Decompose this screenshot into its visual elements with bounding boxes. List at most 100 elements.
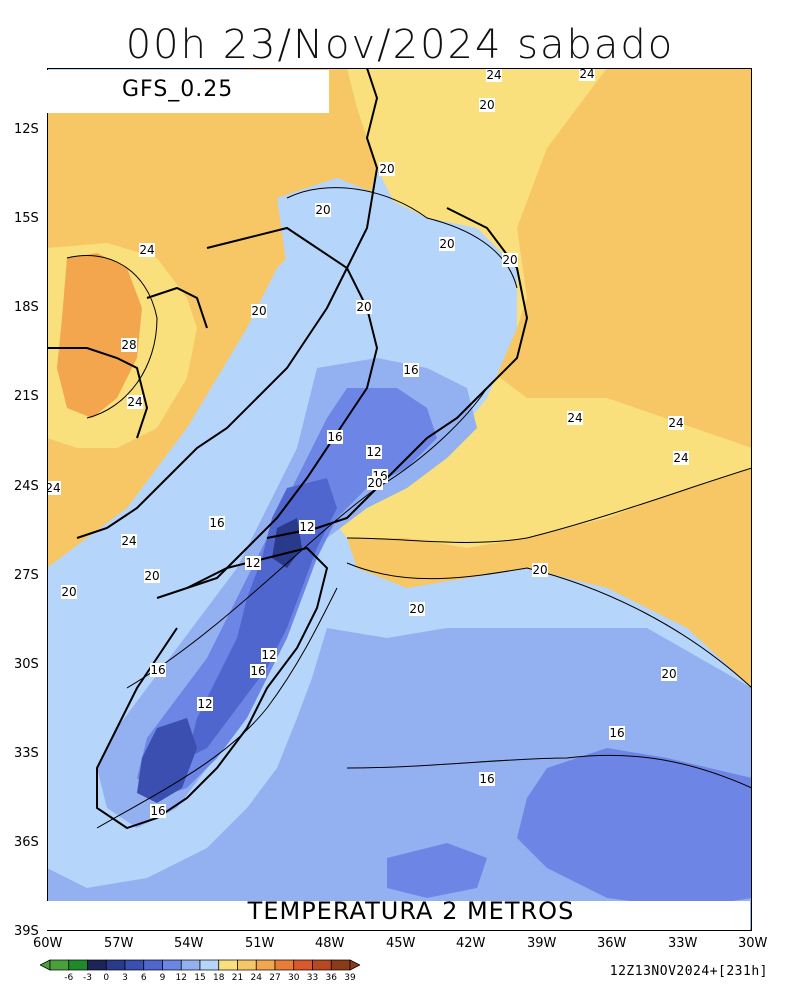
lat-label: 18S	[14, 300, 39, 315]
warm-band-orange-east	[347, 68, 752, 688]
contour-label-text: 20	[315, 203, 330, 217]
contour-label: 24	[567, 411, 583, 425]
contour-label: 16	[250, 664, 266, 678]
contour-label: 20	[439, 237, 455, 251]
contour-label-text: 16	[250, 664, 265, 678]
contour-label-text: 24	[47, 481, 61, 495]
contour-label: 20	[315, 203, 331, 217]
contour-label: 24	[139, 243, 155, 257]
contour-label-text: 16	[209, 516, 224, 530]
contour-label: 16	[479, 772, 495, 786]
contour-label: 16	[150, 663, 166, 677]
contour-label-text: 16	[609, 726, 624, 740]
colorbar-segment	[199, 959, 220, 971]
model-label-box	[47, 70, 329, 113]
contour-label-text: 16	[150, 663, 165, 677]
contour-label-text: 24	[567, 411, 582, 425]
colorbar-tick-label: -3	[83, 973, 92, 983]
contour-label: 24	[121, 534, 137, 548]
contour-label: 20	[144, 569, 160, 583]
lat-label: 15S	[14, 211, 39, 226]
model-run-info: 12Z13NOV2024+[231h]	[609, 964, 768, 979]
contour-label: 16	[403, 363, 419, 377]
colorbar-tick-label: 3	[122, 973, 128, 983]
colorbar-segment	[143, 959, 163, 971]
variable-title: TEMPERATURA 2 METROS	[247, 897, 575, 925]
lat-label: 12S	[14, 122, 39, 137]
model-label: GFS_0.25	[122, 77, 234, 102]
contour-label-text: 20	[502, 253, 517, 267]
contour-label: 24	[486, 68, 502, 82]
south-ocean-dark-2	[387, 843, 487, 898]
contour-label-text: 20	[479, 98, 494, 112]
variable-title-box	[47, 901, 750, 930]
contour-label-text: 20	[661, 667, 676, 681]
lat-label: 36S	[14, 835, 39, 850]
contour-label: 24	[673, 451, 689, 465]
lon-label: 39W	[527, 936, 557, 951]
political-borders	[47, 68, 529, 830]
colorbar-segment	[330, 959, 351, 971]
colorbar-tick-label: 6	[140, 973, 147, 983]
contour-label-text: 24	[673, 451, 688, 465]
south-ocean-dark	[517, 748, 752, 908]
lon-label: 57W	[104, 936, 134, 951]
lon-label: 33W	[668, 936, 698, 951]
contour-label-text: 24	[121, 534, 136, 548]
contour-label: 24	[47, 481, 61, 495]
colorbar-tick-label: 12	[175, 973, 187, 983]
colorbar-arrow-right	[349, 959, 360, 971]
contour-label: 28	[121, 338, 137, 352]
contour-label: 12	[261, 648, 277, 662]
colorbar-tick-label: 39	[344, 973, 356, 983]
contour-label-text: 16	[327, 430, 342, 444]
contour-label-text: 16	[403, 363, 418, 377]
contour-label: 20	[479, 98, 495, 112]
lon-label: 51W	[245, 936, 275, 951]
contour-label: 20	[251, 304, 267, 318]
contour-label-text: 24	[139, 243, 154, 257]
map-frame	[47, 68, 752, 931]
colorbar-tick-label: 36	[325, 973, 337, 983]
lat-label: 30S	[14, 657, 39, 672]
contour-label: 24	[579, 68, 595, 81]
hot-spot	[57, 253, 142, 418]
colorbar-tick-label: 18	[213, 973, 225, 983]
lon-label: 48W	[315, 936, 345, 951]
lat-label: 21S	[14, 389, 39, 404]
lat-label: 39S	[14, 924, 39, 939]
contour-label: 16	[327, 430, 343, 444]
contour-label-text: 12	[299, 520, 314, 534]
temperature-colorbar	[40, 959, 360, 971]
contour-label-text: 20	[409, 602, 424, 616]
contour-label: 24	[668, 416, 684, 430]
contour-label-text: 12	[245, 556, 260, 570]
contour-label: 12	[299, 520, 315, 534]
colorbar-segment	[255, 959, 276, 971]
contour-label-text: 20	[61, 585, 76, 599]
contour-label: 16	[150, 804, 166, 818]
colorbar-segment	[162, 959, 182, 971]
contour-label: 20	[367, 476, 383, 490]
lat-label: 27S	[14, 568, 39, 583]
colorbar-segment	[87, 959, 107, 971]
colorbar-tick-label: 33	[306, 973, 319, 983]
colorbar-segment	[68, 959, 88, 971]
cold-core-south	[137, 718, 197, 803]
contour-label: 20	[379, 162, 395, 176]
contour-label-text: 20	[356, 300, 371, 314]
contour-label-text: 20	[367, 476, 382, 490]
contour-label-text: 20	[439, 237, 454, 251]
contour-label: 16	[209, 516, 225, 530]
colorbar-tick-label: 24	[250, 973, 262, 983]
contour-label-text: 12	[197, 697, 212, 711]
contour-label-text: 24	[668, 416, 683, 430]
contour-label-text: 16	[479, 772, 494, 786]
lon-label: 30W	[738, 936, 768, 951]
contour-label: 12	[245, 556, 261, 570]
colorbar-segment	[274, 959, 295, 971]
contour-label: 20	[661, 667, 677, 681]
lat-label: 33S	[14, 746, 39, 761]
colorbar-segment	[293, 959, 313, 971]
contour-label-text: 24	[486, 68, 501, 82]
